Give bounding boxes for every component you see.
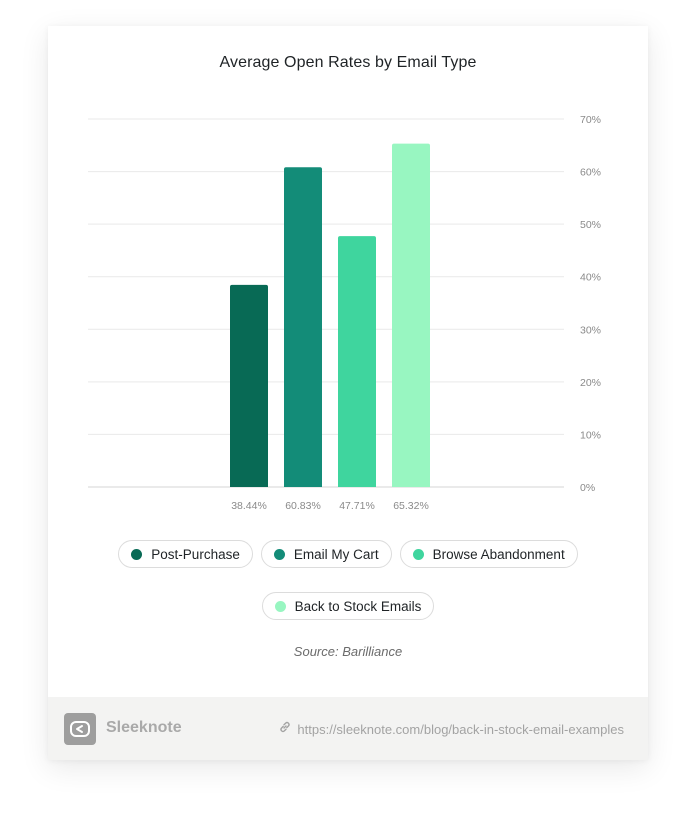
legend-swatch <box>273 548 285 560</box>
bar-browse-abandonment[interactable] <box>338 236 376 487</box>
y-tick-label: 30% <box>580 324 601 336</box>
chart-card: Average Open Rates by Email Type 0% 10% 20… <box>48 26 648 760</box>
link-icon <box>278 720 292 739</box>
bar-value-label: 38.44% <box>231 500 267 512</box>
bar-post-purchase[interactable] <box>230 284 268 487</box>
y-tick-label: 0% <box>580 482 595 494</box>
legend-label: Email My Cart <box>293 546 379 562</box>
bar-email-my-cart[interactable] <box>284 167 322 487</box>
legend-swatch <box>131 548 143 560</box>
y-tick-label: 70% <box>580 114 601 126</box>
bar-back-to-stock-emails[interactable] <box>392 143 430 487</box>
y-tick-label: 60% <box>580 167 601 179</box>
footer: Sleeknote https://sleeknote.com/blog/bac… <box>48 697 648 760</box>
legend-swatch <box>274 600 286 612</box>
legend-row-1: Post-Purchase Email My Cart Browse Aband… <box>48 540 648 568</box>
bar-value-label: 60.83% <box>285 500 321 512</box>
bar-value-label: 47.71% <box>339 500 375 512</box>
bar-value-label: 65.32% <box>393 500 429 512</box>
y-tick-label: 40% <box>580 272 601 284</box>
legend-item-back-to-stock[interactable]: Back to Stock Emails <box>261 592 435 620</box>
legend-row-2: Back to Stock Emails <box>48 592 648 620</box>
legend-item-email-my-cart[interactable]: Email My Cart <box>260 540 392 568</box>
y-tick-label: 50% <box>580 219 601 231</box>
source-note: Source: Barilliance <box>293 644 403 659</box>
chart-title: Average Open Rates by Email Type <box>219 54 477 71</box>
source-link[interactable]: https://sleeknote.com/blog/back-in-stock… <box>278 720 624 739</box>
legend-item-browse-abandonment[interactable]: Browse Abandonment <box>399 540 578 568</box>
legend-label: Browse Abandonment <box>432 546 565 562</box>
bar-chart: 0% 10% 20% 30% 40% 50% 60% 70% 38.44% 60.83% 47.71… <box>88 114 601 512</box>
sleeknote-logo-icon[interactable] <box>64 713 96 745</box>
legend-label: Post-Purchase <box>151 546 240 562</box>
y-tick-label: 20% <box>580 377 601 389</box>
legend-label: Back to Stock Emails <box>294 598 422 614</box>
brand-name[interactable]: Sleeknote <box>106 719 182 736</box>
source-url: https://sleeknote.com/blog/back-in-stock… <box>297 722 624 737</box>
legend-swatch <box>412 548 424 560</box>
legend-item-post-purchase[interactable]: Post-Purchase <box>118 540 253 568</box>
y-tick-label: 10% <box>580 429 601 441</box>
